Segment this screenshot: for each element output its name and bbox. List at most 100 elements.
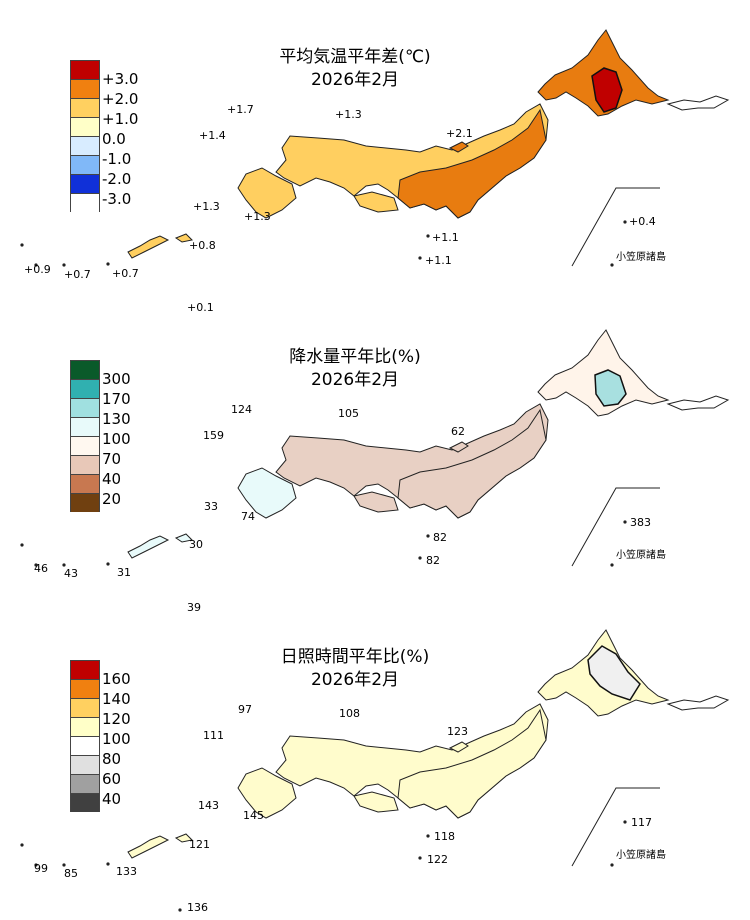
legend-label: 0.0 — [102, 130, 126, 148]
kyushu-region — [237, 767, 297, 819]
station-dot — [106, 562, 110, 566]
legend-label: 140 — [102, 690, 131, 708]
okinawa-islands — [127, 235, 170, 259]
inset-frame — [571, 787, 660, 867]
legend-swatch — [70, 79, 100, 98]
legend-swatch — [70, 136, 100, 155]
station-value: +0.8 — [189, 239, 216, 252]
legend-label: 20 — [102, 490, 122, 508]
legend-label: 80 — [102, 750, 122, 768]
legend-swatch — [70, 60, 100, 79]
legend-label: 40 — [102, 470, 122, 488]
station-value: 43 — [64, 567, 78, 580]
station-dot — [610, 863, 614, 867]
sunshine-map — [20, 629, 730, 912]
station-value: +2.1 — [446, 127, 473, 140]
hokkaido-core-region — [594, 369, 627, 407]
station-value: +0.7 — [112, 267, 139, 280]
legend-swatch — [70, 493, 100, 512]
shikoku-region — [353, 191, 399, 213]
station-dot — [106, 262, 110, 266]
sado-island — [448, 141, 469, 153]
legend-label: 100 — [102, 430, 131, 448]
station-value: 46 — [34, 562, 48, 575]
station-value: 136 — [187, 901, 208, 914]
station-value: 123 — [447, 725, 468, 738]
station-value: +1.3 — [244, 210, 271, 223]
legend-swatch — [70, 360, 100, 379]
station-value: 62 — [451, 425, 465, 438]
station-dot — [610, 563, 614, 567]
sunshine-ratio-panel: 日照時間平年比(%) 2026年2月 160 140 120 100 80 60… — [0, 600, 750, 914]
station-value: +1.3 — [335, 108, 362, 121]
station-value: 30 — [189, 538, 203, 551]
east-japan-region — [397, 108, 547, 219]
legend-label: +3.0 — [102, 70, 139, 88]
legend-swatch — [70, 474, 100, 493]
east-japan-region — [397, 408, 547, 519]
legend-swatch — [70, 774, 100, 793]
station-value: 159 — [203, 429, 224, 442]
station-dot — [20, 243, 24, 247]
station-value: 33 — [204, 500, 218, 513]
station-dot — [418, 256, 422, 260]
station-value: 383 — [630, 516, 651, 529]
station-dot — [623, 220, 627, 224]
panel-subtitle: 2026年2月 — [310, 670, 400, 690]
station-value: +0.4 — [629, 215, 656, 228]
station-value: 105 — [338, 407, 359, 420]
station-value: 99 — [34, 862, 48, 875]
station-dot — [426, 834, 430, 838]
station-value: 74 — [241, 510, 255, 523]
station-value: 118 — [434, 830, 455, 843]
inset-frame — [571, 187, 660, 267]
station-value: 108 — [339, 707, 360, 720]
station-dot — [610, 263, 614, 267]
northern-islands — [666, 695, 730, 711]
station-value: +0.9 — [24, 263, 51, 276]
legend-label: 70 — [102, 450, 122, 468]
island-label: 小笠原諸島 — [616, 252, 666, 263]
okinawa-islands — [127, 535, 170, 559]
amami-islands — [174, 233, 194, 243]
legend-swatch — [70, 755, 100, 774]
station-value: +1.7 — [227, 103, 254, 116]
legend-label: 130 — [102, 410, 131, 428]
island-label: 小笠原諸島 — [616, 550, 666, 561]
okinawa-islands — [127, 835, 170, 859]
legend-swatch — [70, 398, 100, 417]
station-value: 121 — [189, 838, 210, 851]
hokkaido-core-region — [591, 67, 623, 113]
station-value: 145 — [243, 809, 264, 822]
station-dot — [623, 820, 627, 824]
legend-label: +1.0 — [102, 110, 139, 128]
temperature-anomaly-panel: 平均気温平年差(℃) 2026年2月 +3.0 +2.0 +1.0 0.0 -1… — [0, 0, 750, 314]
precipitation-ratio-panel: 降水量平年比(%) 2026年2月 300 170 130 100 70 40 … — [0, 300, 750, 614]
station-value: 122 — [427, 853, 448, 866]
legend-swatch — [70, 417, 100, 436]
station-dot — [62, 263, 66, 267]
station-dot — [426, 534, 430, 538]
station-value: 85 — [64, 867, 78, 880]
station-dot — [62, 863, 66, 867]
panel-title: 降水量平年比(%) — [289, 347, 421, 367]
station-dot — [418, 856, 422, 860]
station-value: 111 — [203, 729, 224, 742]
panel-subtitle: 2026年2月 — [310, 70, 400, 90]
legend-label: 40 — [102, 790, 122, 808]
station-value: 82 — [433, 531, 447, 544]
station-dot — [418, 556, 422, 560]
legend-label: -1.0 — [102, 150, 132, 168]
amami-islands — [174, 833, 194, 843]
legend-swatch — [70, 193, 100, 212]
legend-swatch — [70, 379, 100, 398]
legend-label: 120 — [102, 710, 131, 728]
legend-label: 100 — [102, 730, 131, 748]
legend: 300 170 130 100 70 40 20 — [70, 360, 131, 512]
northern-islands — [666, 395, 730, 411]
station-value: 97 — [238, 703, 252, 716]
station-value: +1.1 — [425, 254, 452, 267]
station-value: 124 — [231, 403, 252, 416]
legend-swatch — [70, 736, 100, 755]
station-dot — [623, 520, 627, 524]
